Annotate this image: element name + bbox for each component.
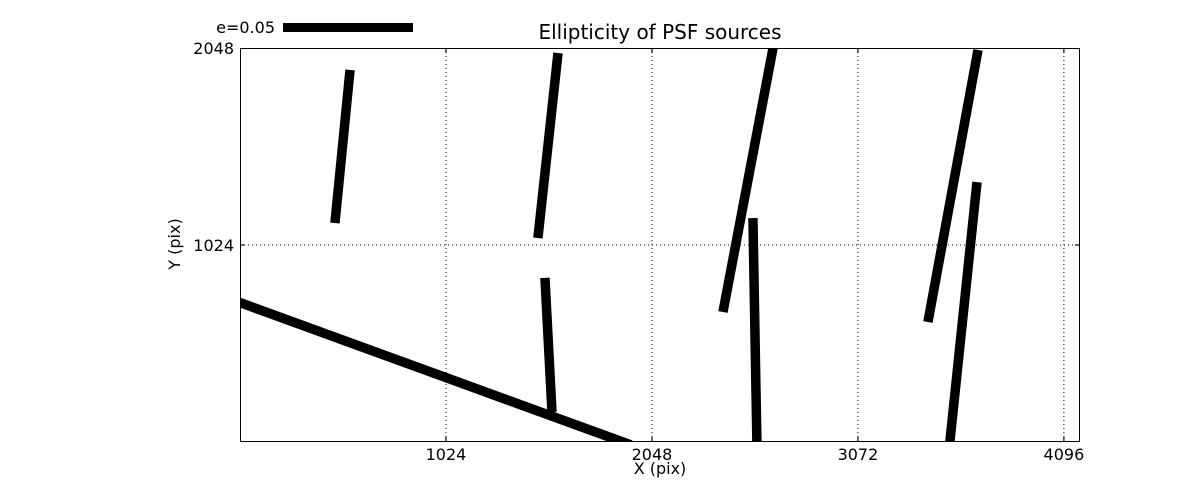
x-tick-label: 1024 (425, 445, 467, 464)
ellipticity-whisker (540, 277, 557, 413)
ellipticity-whisker (718, 48, 778, 313)
ellipticity-whisker (330, 69, 355, 224)
axes-frame (240, 48, 1080, 442)
ellipticity-whisker (748, 217, 762, 442)
x-tick-label: 4096 (1043, 445, 1085, 464)
x-axis-label: X (pix) (633, 459, 687, 478)
y-tick-label: 1024 (193, 235, 234, 255)
legend-whisker-sample (283, 23, 413, 32)
ellipticity-whisker (923, 49, 983, 323)
x-tick-label: 3072 (837, 445, 879, 464)
x-tick-label: 2048 (631, 445, 673, 464)
legend-label: e=0.05 (216, 18, 275, 37)
ellipticity-whisker (533, 52, 563, 239)
ellipticity-whisker (945, 181, 982, 442)
ellipticity-whisker (240, 297, 633, 442)
y-tick-label: 2048 (193, 38, 234, 58)
plot-area (240, 48, 1080, 442)
chart-title: Ellipticity of PSF sources (538, 20, 782, 44)
